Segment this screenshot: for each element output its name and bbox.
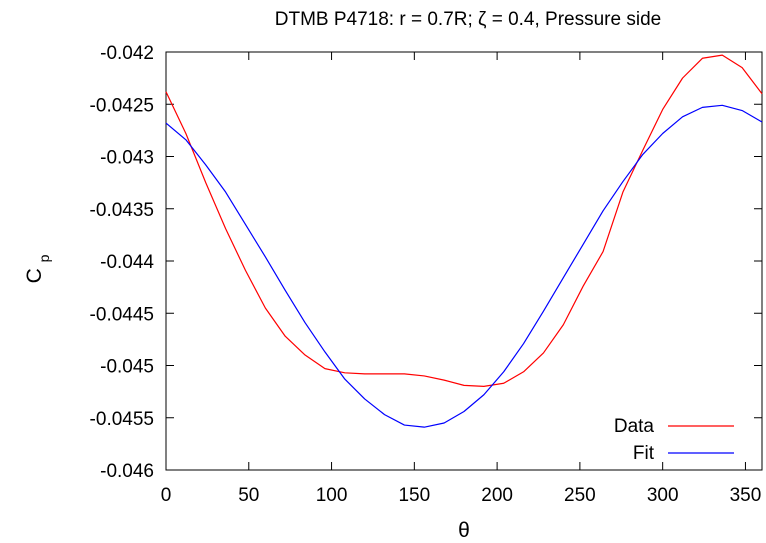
legend-label-data: Data [614,416,655,437]
x-tick-label: 50 [238,485,259,506]
x-tick-label: 0 [161,485,172,506]
y-axis-label-main: C [23,268,46,283]
y-tick-label: -0.046 [100,461,154,482]
plot-frame [165,51,763,471]
y-tick-label: -0.0425 [90,95,154,116]
y-tick-label: -0.0435 [90,200,154,221]
x-tick-label: 200 [481,485,513,506]
y-tick-label: -0.045 [100,357,154,378]
y-axis-label: C p [23,254,52,283]
chart-title: DTMB P4718: r = 0.7R; ζ = 0.4, Pressure … [275,9,661,30]
legend: Data Fit [614,416,734,464]
x-tick-label: 350 [730,485,762,506]
y-axis: -0.046 -0.0455 -0.045 -0.0445 -0.044 -0.0435 -… [90,43,762,482]
series-layer [165,54,763,428]
legend-label-fit: Fit [633,443,655,464]
y-tick-label: -0.042 [100,43,154,64]
x-tick-label: 300 [647,485,679,506]
x-tick-label: 150 [398,485,430,506]
y-axis-label-subscript: p [36,254,52,262]
x-tick-label: 100 [316,485,348,506]
series-line-fit [165,104,763,428]
x-axis: 0 50 100 150 200 250 300 350 [161,52,762,506]
x-axis-label: θ [458,519,470,542]
series-line-data [165,54,763,387]
y-tick-label: -0.043 [100,148,154,169]
y-tick-label: -0.0445 [90,304,154,325]
x-tick-label: 250 [564,485,596,506]
y-tick-label: -0.0455 [90,409,154,430]
y-tick-label: -0.044 [100,252,154,273]
